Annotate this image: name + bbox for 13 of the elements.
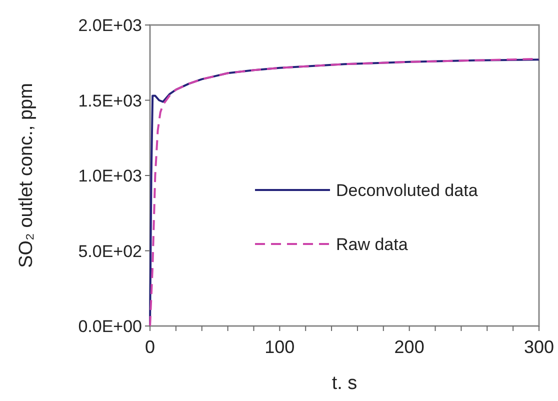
y-tick-label: 1.0E+03 <box>78 166 142 186</box>
y-tick-label: 2.0E+03 <box>78 16 142 35</box>
y-tick-label: 5.0E+02 <box>78 242 142 261</box>
x-axis-title: t. s <box>332 373 358 394</box>
legend-label: Deconvoluted data <box>336 181 478 200</box>
y-tick-label: 0.0E+00 <box>78 317 142 336</box>
legend-label: Raw data <box>336 235 408 254</box>
x-tick-label: 300 <box>524 337 554 357</box>
y-axis-title: SO₂ outlet conc., ppm <box>16 83 37 268</box>
x-tick-label: 200 <box>394 337 424 357</box>
y-tick-label: 1.5E+03 <box>78 91 142 110</box>
x-tick-label: 0 <box>144 337 156 357</box>
x-tick-label: 100 <box>264 337 295 357</box>
